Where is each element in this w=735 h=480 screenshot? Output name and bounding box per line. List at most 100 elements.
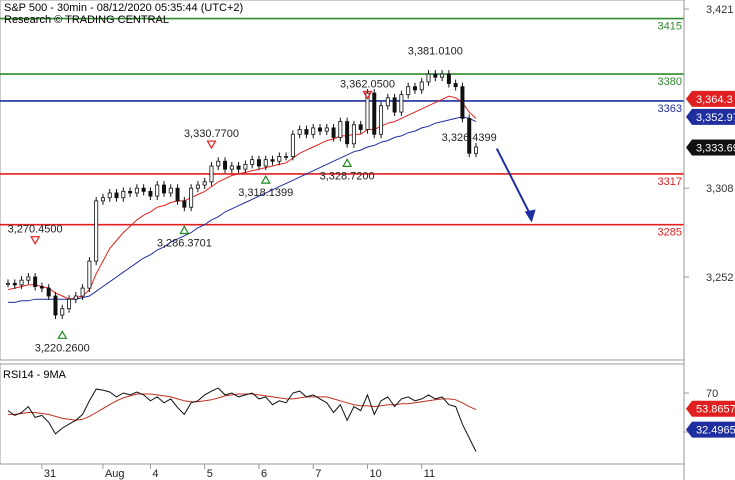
- price-badge: [686, 400, 735, 417]
- candle-body: [426, 73, 431, 83]
- candle-body: [399, 94, 404, 113]
- candle-body: [141, 187, 146, 192]
- peak-marker: [206, 140, 217, 150]
- trough-marker: [342, 158, 353, 167]
- time-tick-label: 11: [424, 468, 435, 480]
- level-label-3317: 3317: [658, 176, 682, 188]
- candle-body: [358, 124, 363, 130]
- candle-body: [121, 190, 126, 199]
- candle-body: [155, 184, 160, 197]
- candle-body: [168, 187, 173, 194]
- trough-marker: [57, 330, 68, 339]
- candle-body: [365, 92, 370, 130]
- candle-body: [67, 298, 72, 310]
- moving-averages: [7, 95, 477, 303]
- candle-body: [446, 73, 451, 84]
- price-badge-label: 3,352.97: [696, 112, 735, 124]
- price-annotations: 3,381.0100 3,362.0500 3,330.7700 3,318.1399…: [8, 45, 497, 354]
- price-badge: [686, 90, 735, 107]
- candle-body: [148, 190, 153, 197]
- forecast-arrow-shaft: [495, 148, 532, 216]
- candle-body: [351, 124, 356, 145]
- time-tick-label: 6: [261, 468, 267, 480]
- price-badge-label: 32.4965: [696, 425, 735, 437]
- price-badge-label: 3,364.3: [696, 94, 733, 106]
- candle-body: [46, 287, 51, 297]
- chart-subtitle: Research © TRADING CENTRAL: [4, 14, 169, 26]
- candle-body: [73, 295, 78, 300]
- annotation-label: 3,286.3701: [157, 237, 212, 249]
- candle-body: [19, 279, 24, 286]
- candle-body: [229, 165, 234, 170]
- ma-slow-line: [8, 116, 477, 303]
- candle-body: [338, 121, 343, 138]
- candle-body: [87, 260, 92, 289]
- ma-fast-line: [7, 95, 477, 300]
- price-tick-label: 3,421: [706, 4, 734, 16]
- candle-body: [433, 73, 438, 78]
- price-tick-label: 3,252: [706, 272, 734, 284]
- candle-body: [107, 192, 112, 199]
- annotation-label: 3,328.7200: [320, 170, 375, 182]
- price-badge: [686, 108, 735, 125]
- candle-body: [94, 200, 99, 262]
- candle-body: [324, 127, 329, 132]
- candle-body: [6, 282, 11, 285]
- candle-body: [290, 133, 295, 157]
- candlesticks: [6, 70, 478, 320]
- rsi-panel: RSI14 - 9MA: [0, 363, 685, 465]
- candle-body: [33, 276, 38, 287]
- candle-body: [419, 81, 424, 91]
- candle-body: [26, 276, 31, 281]
- price-badge: [686, 421, 735, 438]
- price-badges: 3,364.3 3,352.97 3,333.69 53.8657 32.4965: [686, 90, 735, 438]
- candle-body: [372, 92, 377, 135]
- peak-marker: [30, 236, 41, 245]
- candle-body: [53, 295, 58, 316]
- candle-body: [12, 282, 17, 286]
- candle-body: [473, 146, 478, 154]
- candle-body: [277, 156, 282, 162]
- time-tick-label: Aug: [105, 468, 125, 480]
- candle-body: [284, 156, 289, 158]
- annotation-label: 3,330.7700: [184, 128, 239, 140]
- candle-body: [270, 159, 275, 162]
- rsi-title: RSI14 - 9MA: [3, 369, 67, 381]
- price-tick-label: 3,308: [706, 183, 734, 195]
- candle-body: [256, 159, 261, 167]
- candle-body: [202, 181, 207, 186]
- candle-body: [297, 129, 302, 135]
- candle-body: [440, 73, 445, 78]
- rsi-series-line: [8, 393, 477, 421]
- time-tick-label: 5: [207, 468, 213, 480]
- candle-body: [345, 121, 350, 145]
- candle-body: [263, 159, 268, 167]
- price-badge-label: 3,333.69: [696, 142, 735, 154]
- time-axis: 31 Aug 4 5 6 7 10 11: [0, 463, 684, 480]
- peak-marker: [362, 90, 373, 100]
- level-label-3415: 3415: [658, 21, 682, 33]
- price-badge: [686, 139, 735, 156]
- trough-marker: [260, 174, 271, 184]
- support-resistance-levels: 3415 3380 3363 3317 3285: [0, 17, 684, 239]
- candle-body: [39, 286, 44, 289]
- price-badge-label: 53.8657: [696, 404, 735, 416]
- chart-title: S&P 500 - 30min - 08/12/2020 05:35:44 (U…: [4, 2, 243, 14]
- candle-body: [134, 187, 139, 194]
- level-label-3380: 3380: [658, 76, 682, 88]
- forecast-arrow-head: [524, 209, 536, 223]
- candle-body: [182, 200, 187, 208]
- rsi-series-line: [7, 387, 477, 452]
- level-label-3285: 3285: [658, 227, 682, 239]
- candle-body: [317, 127, 322, 132]
- rsi-panel-frame: [0, 363, 685, 465]
- time-tick-label: 10: [369, 468, 381, 480]
- annotation-label: 3,318.1399: [238, 187, 293, 199]
- rsi-lines: [7, 387, 477, 452]
- annotation-label: 3,326.4399: [442, 132, 497, 144]
- candle-body: [311, 127, 316, 135]
- candle-body: [216, 160, 221, 167]
- candle-body: [189, 187, 194, 208]
- annotation-label: 3,381.0100: [408, 45, 463, 57]
